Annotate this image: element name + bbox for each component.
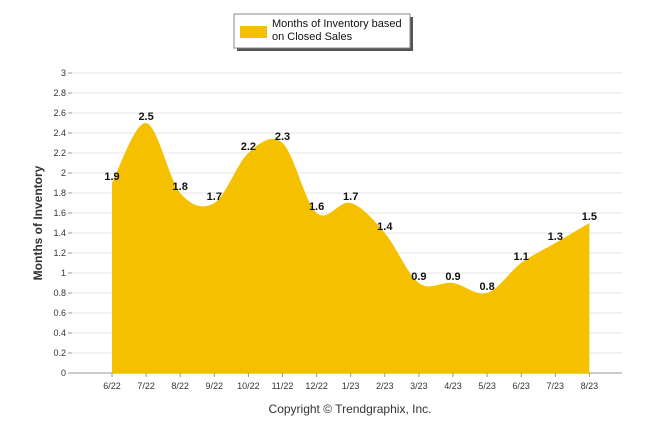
series-area xyxy=(112,122,590,373)
data-label: 1.1 xyxy=(514,251,529,263)
data-label: 1.3 xyxy=(548,231,563,243)
y-tick-label: 1.2 xyxy=(53,248,66,258)
y-axis-ticks: 0 0.2 0.4 0.6 0.8 1 1.2 1.4 1.6 1.8 2 2.2 2.4 2.6 2.8 3 xyxy=(53,68,72,378)
y-tick-label: 1.6 xyxy=(53,208,66,218)
y-axis-title: Months of Inventory xyxy=(31,165,45,280)
x-tick-label: 4/23 xyxy=(444,381,462,391)
y-tick-label: 0 xyxy=(61,368,66,378)
x-tick-label: 7/23 xyxy=(547,381,565,391)
data-label: 1.5 xyxy=(582,211,597,223)
x-tick-label: 10/22 xyxy=(237,381,260,391)
area-series xyxy=(112,122,590,373)
x-axis-ticks: 6/22 7/22 8/22 9/22 10/22 11/22 12/22 1/23 2/23 3… xyxy=(103,373,598,391)
x-tick-label: 7/22 xyxy=(137,381,155,391)
y-tick-label: 2.6 xyxy=(53,108,66,118)
data-label: 2.5 xyxy=(138,111,153,123)
legend: Months of Inventory based on Closed Sale… xyxy=(233,13,413,51)
data-labels: 1.9 2.5 1.8 1.7 2.2 2.3 1.6 1.7 1.4 0.9 0.9 0.8 1.1 1… xyxy=(104,111,597,293)
y-tick-label: 0.8 xyxy=(53,288,66,298)
data-label: 1.8 xyxy=(173,181,188,193)
data-label: 1.6 xyxy=(309,201,324,213)
x-tick-label: 1/23 xyxy=(342,381,360,391)
y-tick-label: 2 xyxy=(61,168,66,178)
y-tick-label: 0.4 xyxy=(53,328,66,338)
data-label: 1.4 xyxy=(377,221,393,233)
data-label: 0.9 xyxy=(411,271,426,283)
x-tick-label: 8/22 xyxy=(171,381,189,391)
legend-swatch xyxy=(240,26,267,38)
y-tick-label: 1.4 xyxy=(53,228,66,238)
x-tick-label: 2/23 xyxy=(376,381,394,391)
x-tick-label: 11/22 xyxy=(272,381,294,391)
y-tick-label: 2.8 xyxy=(53,88,66,98)
y-tick-label: 1 xyxy=(61,268,66,278)
y-tick-label: 1.8 xyxy=(53,188,66,198)
data-label: 0.9 xyxy=(445,271,460,283)
x-tick-label: 12/22 xyxy=(305,381,328,391)
x-tick-label: 5/23 xyxy=(478,381,496,391)
legend-label-line-1: Months of Inventory based xyxy=(272,18,402,30)
data-label: 2.3 xyxy=(275,131,290,143)
x-tick-label: 8/23 xyxy=(581,381,599,391)
data-label: 1.9 xyxy=(104,171,119,183)
y-tick-label: 0.2 xyxy=(53,348,66,358)
y-tick-label: 0.6 xyxy=(53,308,66,318)
data-label: 1.7 xyxy=(207,191,222,203)
y-tick-label: 2.2 xyxy=(53,148,66,158)
copyright-text: Copyright © Trendgraphix, Inc. xyxy=(269,402,432,416)
y-tick-label: 2.4 xyxy=(53,128,66,138)
x-tick-label: 9/22 xyxy=(206,381,224,391)
x-tick-label: 3/23 xyxy=(410,381,428,391)
x-tick-label: 6/22 xyxy=(103,381,121,391)
x-tick-label: 6/23 xyxy=(512,381,530,391)
legend-label-line-2: on Closed Sales xyxy=(272,31,353,43)
y-tick-label: 3 xyxy=(61,68,66,78)
data-label: 2.2 xyxy=(241,141,256,153)
data-label: 1.7 xyxy=(343,191,358,203)
data-label: 0.8 xyxy=(479,281,494,293)
